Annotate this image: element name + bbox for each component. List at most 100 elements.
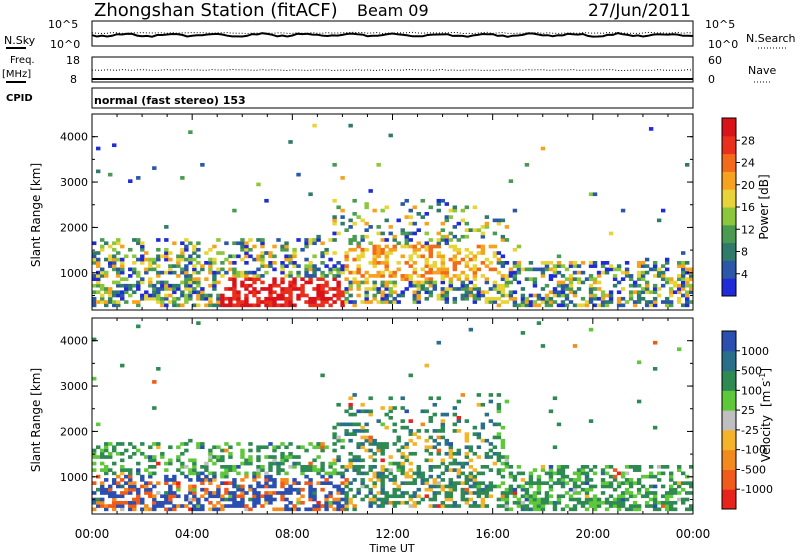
heatmap-cell — [508, 296, 514, 301]
heatmap-cell — [112, 471, 117, 476]
heatmap-cell — [376, 274, 381, 278]
heatmap-cell — [404, 261, 409, 265]
heatmap-cell — [320, 468, 325, 472]
heatmap-cell — [588, 497, 594, 502]
heatmap-cell — [608, 494, 614, 499]
heatmap-cell — [536, 293, 542, 298]
heatmap-cell — [460, 296, 466, 301]
heatmap-cell — [652, 267, 658, 272]
heatmap-cell — [144, 484, 149, 489]
heatmap-cell — [292, 283, 297, 288]
heatmap-cell — [244, 241, 249, 246]
heatmap-cell — [260, 504, 265, 508]
heatmap-cell — [428, 238, 433, 242]
heatmap-cell — [364, 205, 369, 210]
heatmap-cell — [368, 442, 373, 446]
heatmap-cell — [120, 283, 125, 288]
heatmap-cell — [352, 412, 357, 417]
heatmap-cell — [308, 241, 313, 246]
heatmap-cell — [592, 261, 598, 265]
heatmap-cell — [148, 507, 153, 512]
heatmap-cell — [416, 500, 421, 505]
heatmap-cell — [424, 487, 429, 492]
heatmap-cell — [360, 238, 365, 242]
heatmap-cell — [180, 303, 185, 308]
heatmap-cell — [408, 238, 413, 242]
heatmap-cell — [400, 445, 405, 450]
heatmap-cell — [136, 487, 141, 492]
heatmap-cell — [340, 290, 345, 295]
heatmap-cell — [168, 251, 173, 255]
heatmap-cell — [440, 267, 445, 272]
heatmap-cell — [568, 277, 574, 281]
heatmap-cell — [400, 293, 405, 298]
heatmap-cell — [240, 500, 245, 505]
heatmap-cell — [560, 481, 566, 485]
heatmap-cell — [320, 296, 325, 301]
heatmap-cell — [652, 296, 658, 301]
heatmap-cell — [192, 280, 197, 285]
heatmap-cell — [440, 487, 445, 492]
heatmap-cell — [392, 234, 397, 239]
heatmap-cell — [480, 274, 486, 278]
heatmap-cell — [208, 261, 213, 265]
heatmap-cell — [308, 274, 313, 278]
nave-label: Nave — [748, 64, 776, 77]
heatmap-cell — [668, 491, 674, 495]
heatmap-cell — [500, 218, 506, 223]
heatmap-cell — [420, 274, 425, 278]
heatmap-cell — [112, 497, 117, 502]
heatmap-cell — [192, 247, 197, 252]
heatmap-cell — [208, 491, 213, 495]
heatmap-cell — [336, 491, 341, 495]
heatmap-cell — [428, 484, 433, 489]
heatmap-cell — [204, 461, 209, 466]
heatmap-cell — [664, 296, 670, 301]
heatmap-cell — [336, 435, 341, 440]
heatmap-cell — [232, 274, 237, 278]
heatmap-cell — [500, 290, 506, 295]
heatmap-cell — [388, 406, 393, 410]
heatmap-cell — [400, 274, 405, 278]
heatmap-cell — [204, 468, 209, 472]
y-tick-label: 2000 — [60, 221, 88, 234]
heatmap-cell — [248, 303, 253, 308]
heatmap-cell — [296, 264, 301, 268]
heatmap-cell — [244, 300, 249, 304]
heatmap-cell — [620, 491, 626, 495]
heatmap-cell — [304, 244, 309, 249]
heatmap-cell — [252, 478, 257, 482]
heatmap-cell — [240, 247, 245, 252]
heatmap-cell — [324, 481, 329, 485]
heatmap-cell — [572, 344, 578, 348]
heatmap-cell — [508, 465, 514, 469]
heatmap-cell — [616, 484, 622, 489]
heatmap-cell — [380, 251, 385, 255]
heatmap-cell — [532, 277, 538, 281]
colorbar-tick-label: 12 — [741, 223, 755, 236]
heatmap-cell — [240, 274, 245, 278]
heatmap-cell — [628, 504, 634, 508]
heatmap-cell — [424, 231, 429, 236]
heatmap-cell — [296, 270, 301, 275]
heatmap-cell — [336, 205, 341, 210]
heatmap-cell — [380, 468, 385, 472]
heatmap-cell — [288, 451, 293, 456]
heatmap-cell — [200, 442, 205, 446]
heatmap-cell — [104, 465, 109, 469]
heatmap-cell — [632, 300, 638, 304]
heatmap-cell — [452, 451, 458, 456]
heatmap-cell — [136, 448, 141, 453]
heatmap-cell — [216, 484, 221, 489]
heatmap-cell — [548, 267, 554, 272]
heatmap-cell — [288, 303, 293, 308]
heatmap-cell — [336, 231, 341, 236]
heatmap-cell — [336, 497, 341, 502]
heatmap-cell — [472, 283, 478, 288]
heatmap-cell — [372, 451, 377, 456]
heatmap-cell — [436, 504, 441, 508]
heatmap-cell — [476, 484, 482, 489]
heatmap-cell — [512, 264, 518, 268]
heatmap-cell — [152, 471, 157, 476]
